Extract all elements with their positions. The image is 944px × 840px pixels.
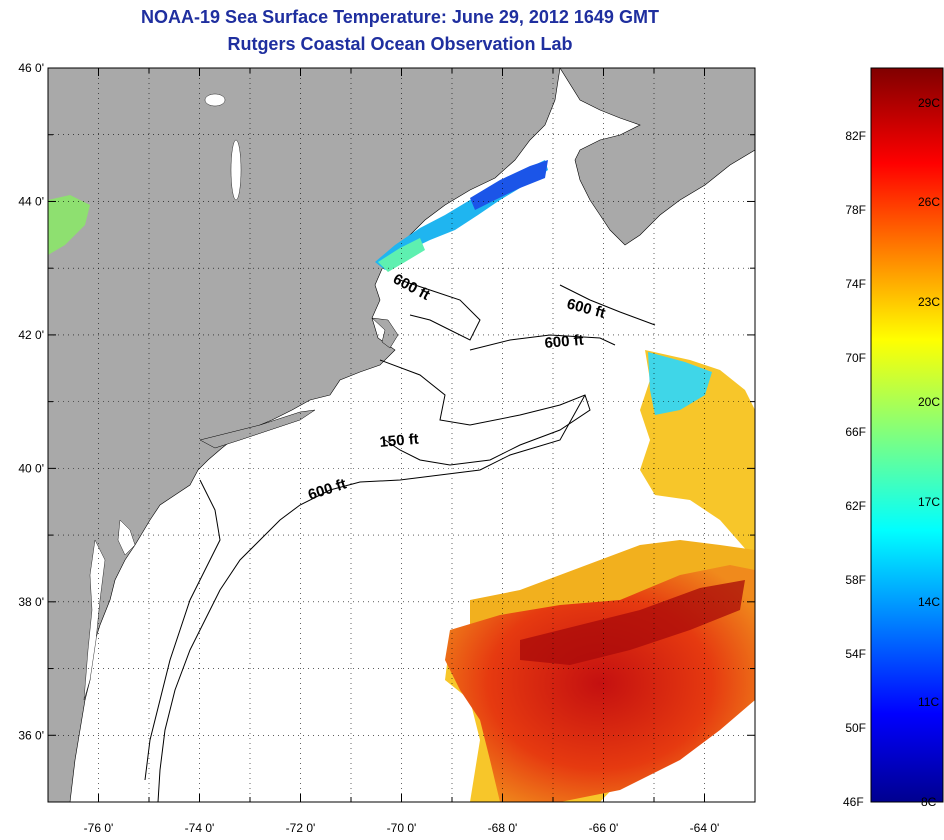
colorbar-c-label: 26C <box>918 195 940 209</box>
contour-gulf-of-maine <box>399 279 481 341</box>
bathymetry-contours <box>144 279 656 802</box>
contour-600ft-georges <box>469 334 616 351</box>
colorbar-f-label: 70F <box>845 351 866 365</box>
lake-champlain <box>230 139 242 201</box>
latitude-label: 46 0' <box>18 61 44 75</box>
gulf-of-maine-sst-green <box>378 238 425 272</box>
colorbar-f-label: 74F <box>845 277 866 291</box>
longitude-label: -66 0' <box>589 821 619 835</box>
colorbar-f-label: 66F <box>845 425 866 439</box>
latitude-label: 42 0' <box>18 328 44 342</box>
land-long-island <box>199 409 316 449</box>
colorbar-min-f: 46F <box>843 795 864 809</box>
latitude-label: 38 0' <box>18 595 44 609</box>
frame-ticks <box>48 67 755 803</box>
colorbar-c-label: 17C <box>918 495 940 509</box>
land-us <box>48 68 561 802</box>
colorbar-c-label: 14C <box>918 595 940 609</box>
latitude-label: 44 0' <box>18 194 44 208</box>
latitude-labels: 46 0' 44 0' 42 0' 40 0' 38 0' 36 0' <box>18 61 44 742</box>
colorbar-min-c: 8C <box>921 795 937 809</box>
map-title: NOAA-19 Sea Surface Temperature: June 29… <box>141 7 659 27</box>
colorbar-f-label: 78F <box>845 203 866 217</box>
colorbar-fahrenheit-labels: 82F 78F 74F 70F 66F 62F 58F 54F 50F <box>845 129 866 735</box>
gulf-of-maine-sst-dark <box>470 160 548 210</box>
longitude-label: -74 0' <box>185 821 215 835</box>
temperature-colorbar <box>870 67 944 803</box>
offshore-cool-sst <box>648 352 712 415</box>
colorbar-f-label: 50F <box>845 721 866 735</box>
contour-600ft-shelf <box>157 394 586 802</box>
contour-label-4: 150 ft <box>379 431 420 451</box>
colorbar-f-label: 58F <box>845 573 866 587</box>
lake <box>204 93 226 107</box>
lake-ontario-sst <box>48 195 90 255</box>
colorbar-f-label: 82F <box>845 129 866 143</box>
land-cape-cod <box>371 317 399 349</box>
colorbar-f-label: 62F <box>845 499 866 513</box>
contour-600ft-north <box>559 284 656 326</box>
gulf-stream-core <box>520 580 745 665</box>
chesapeake-bay <box>83 539 106 701</box>
map-subtitle: Rutgers Coastal Ocean Observation Lab <box>227 34 573 54</box>
contour-label-3: 600 ft <box>544 332 585 352</box>
longitude-label: -64 0' <box>690 821 720 835</box>
longitude-label: -72 0' <box>286 821 316 835</box>
colorbar-c-label: 11C <box>918 695 939 709</box>
latitude-label: 36 0' <box>18 728 44 742</box>
longitude-labels: -76 0' -74 0' -72 0' -70 0' -68 0' -66 0' -64 … <box>84 821 720 835</box>
land-nova-scotia <box>559 68 755 246</box>
colorbar-c-label: 23C <box>918 295 940 309</box>
colorbar-c-label: 29C <box>918 96 940 110</box>
colorbar-celsius-labels: 29C 26C 23C 20C 17C 14C 11C <box>918 96 940 709</box>
contour-150ft <box>379 359 591 466</box>
longitude-label: -68 0' <box>488 821 518 835</box>
colorbar-c-label: 20C <box>918 395 940 409</box>
latitude-label: 40 0' <box>18 461 44 475</box>
longitude-label: -70 0' <box>387 821 417 835</box>
delaware-bay <box>117 519 136 556</box>
contour-inner-shelf <box>144 479 221 781</box>
longitude-label: -76 0' <box>84 821 114 835</box>
colorbar-f-label: 54F <box>845 647 866 661</box>
